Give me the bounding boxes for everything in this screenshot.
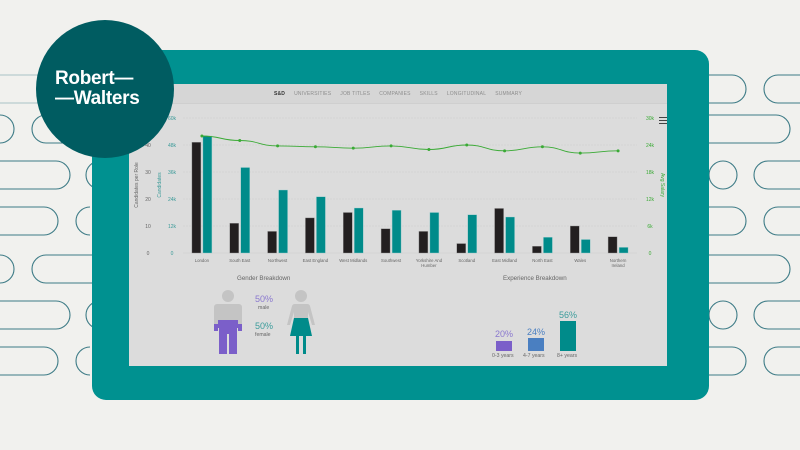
svg-text:West Midlands: West Midlands — [339, 258, 367, 263]
tab-skills[interactable]: SKILLS — [419, 90, 438, 97]
male-percentage: 50% — [255, 294, 274, 304]
tab-job-titles[interactable]: JOB TITLES — [340, 90, 371, 97]
svg-text:Humber: Humber — [421, 263, 437, 268]
svg-text:24k: 24k — [168, 197, 177, 203]
svg-text:Avg Salary: Avg Salary — [659, 173, 665, 198]
svg-text:Scotland: Scotland — [458, 258, 475, 263]
svg-text:0: 0 — [171, 251, 174, 257]
svg-text:Yorkshire And: Yorkshire And — [416, 258, 443, 263]
exp-label-8-plus: 8+ years — [557, 353, 578, 359]
logo-line-2: —Walters — [55, 88, 140, 109]
svg-text:60k: 60k — [168, 116, 177, 122]
tab-summary[interactable]: SUMMARY — [495, 90, 523, 97]
male-label: male — [258, 305, 270, 311]
exp-pct-4-7: 24% — [527, 327, 546, 337]
svg-text:East Midland: East Midland — [492, 258, 517, 263]
svg-text:South East: South East — [229, 258, 251, 263]
svg-text:Ireland: Ireland — [612, 263, 626, 268]
svg-text:20: 20 — [145, 197, 151, 203]
female-label: female — [255, 332, 271, 338]
svg-text:12k: 12k — [646, 197, 655, 203]
svg-text:Candidates: Candidates — [157, 172, 163, 198]
tab-longitudinal[interactable]: LONGITUDINAL — [446, 90, 487, 97]
exp-bar-4-7 — [528, 338, 544, 351]
svg-text:Northern: Northern — [610, 258, 627, 263]
female-percentage: 50% — [255, 321, 274, 331]
svg-text:London: London — [195, 258, 210, 263]
hamburger-icon[interactable] — [659, 117, 667, 124]
svg-text:40: 40 — [145, 143, 151, 149]
tab-sd[interactable]: S&D — [273, 90, 286, 97]
female-figure-icon — [287, 290, 315, 354]
exp-bar-0-3 — [496, 341, 512, 351]
tab-universities[interactable]: UNIVERSITIES — [294, 90, 332, 97]
exp-pct-8-plus: 56% — [559, 310, 578, 320]
male-figure-icon — [214, 290, 242, 354]
svg-text:18k: 18k — [646, 170, 655, 176]
exp-pct-0-3: 20% — [495, 329, 514, 339]
logo-line-1: Robert— — [55, 68, 134, 89]
svg-text:12k: 12k — [168, 224, 177, 230]
svg-text:36k: 36k — [168, 170, 177, 176]
exp-bar-8-plus — [560, 321, 576, 351]
svg-text:Northwest: Northwest — [268, 258, 288, 263]
svg-text:30: 30 — [145, 170, 151, 176]
svg-text:North East: North East — [532, 258, 553, 263]
experience-breakdown-title: Experience Breakdown — [503, 275, 567, 282]
svg-text:0: 0 — [147, 251, 150, 257]
svg-text:Wales: Wales — [574, 258, 586, 263]
svg-text:24k: 24k — [646, 143, 655, 149]
svg-text:30k: 30k — [646, 116, 655, 122]
svg-text:0: 0 — [649, 251, 652, 257]
dashboard-nav: S&D UNIVERSITIES JOB TITLES COMPANIES SK… — [129, 84, 667, 104]
gender-breakdown-title: Gender Breakdown — [237, 275, 291, 282]
svg-text:East England: East England — [303, 258, 329, 263]
exp-label-0-3: 0-3 years — [492, 353, 514, 359]
robert-walters-logo: Robert— —Walters — [36, 20, 174, 158]
svg-text:6k: 6k — [647, 224, 653, 230]
svg-text:Southwest: Southwest — [381, 258, 402, 263]
exp-label-4-7: 4-7 years — [523, 353, 545, 359]
svg-text:48k: 48k — [168, 143, 177, 149]
svg-text:Candidates per Role: Candidates per Role — [134, 162, 140, 208]
tab-companies[interactable]: COMPANIES — [379, 90, 411, 97]
svg-text:10: 10 — [145, 224, 151, 230]
